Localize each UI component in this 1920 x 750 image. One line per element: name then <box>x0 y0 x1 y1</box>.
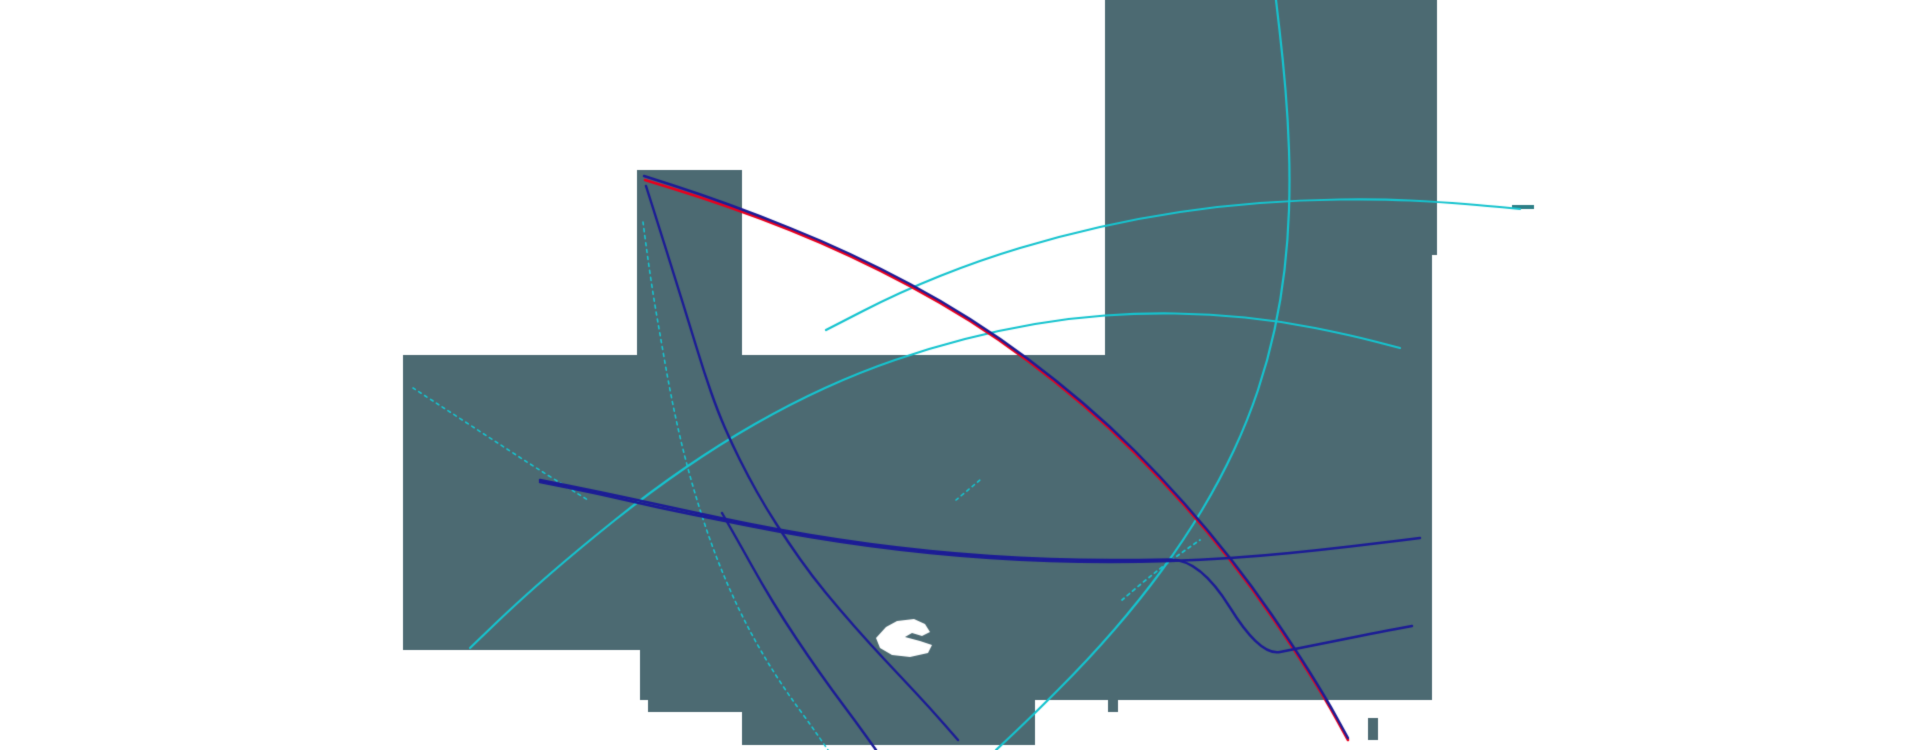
map-viewer-root: Map Viewer partial <box>0 0 1920 750</box>
map-canvas[interactable] <box>0 0 1920 750</box>
